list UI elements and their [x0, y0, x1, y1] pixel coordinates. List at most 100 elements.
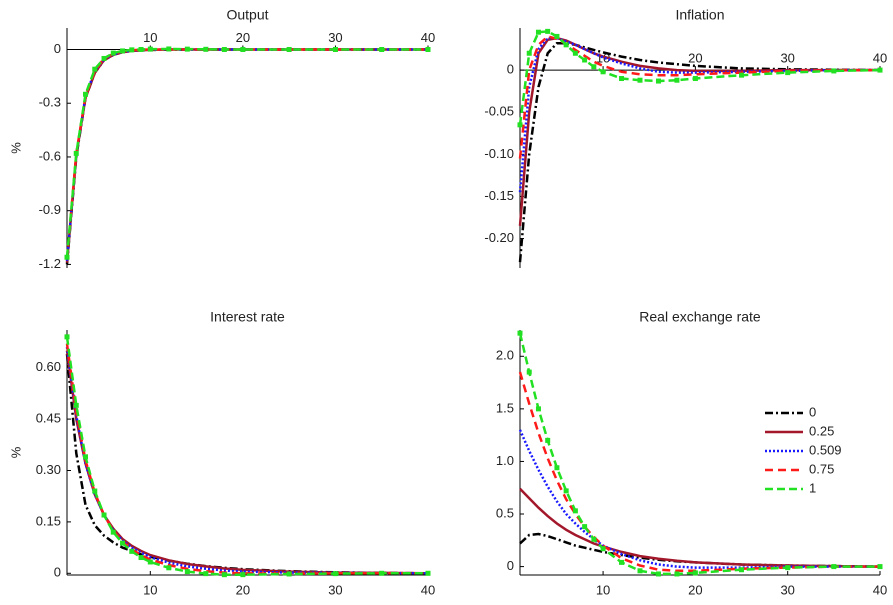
series-marker [425, 570, 431, 576]
series-marker [739, 567, 745, 573]
chart-title: Interest rate [210, 309, 285, 325]
series-line [519, 487, 881, 568]
series-marker [582, 57, 588, 63]
chart-title: Output [226, 7, 268, 23]
series-marker [739, 72, 745, 78]
series-marker [563, 42, 569, 48]
y-tick-label: -0.3 [39, 95, 61, 110]
series-marker [425, 46, 431, 52]
series-marker [83, 91, 89, 97]
x-tick-label: 10 [143, 582, 157, 597]
series-marker [674, 571, 680, 577]
series-line [518, 35, 880, 159]
y-tick-label: 1.0 [496, 453, 514, 468]
series-marker [110, 50, 116, 56]
series-marker [379, 46, 385, 52]
x-tick-label: 20 [236, 30, 250, 45]
series-marker [92, 66, 98, 72]
y-tick-label: 0 [54, 41, 61, 56]
x-tick-label: 30 [328, 582, 342, 597]
y-tick-label: -0.9 [39, 202, 61, 217]
series-marker [129, 47, 135, 53]
series-marker [120, 48, 126, 54]
series-marker [184, 46, 190, 52]
series-marker [877, 564, 883, 570]
series-line [65, 48, 428, 265]
series-marker [831, 564, 837, 570]
series-line [65, 346, 428, 575]
series-marker [674, 77, 680, 83]
y-tick-label: -0.10 [484, 146, 514, 161]
chart-title: Real exchange rate [639, 309, 761, 325]
y-tick-label: 0.5 [496, 505, 514, 520]
x-tick-label: 40 [421, 582, 435, 597]
series-marker [332, 46, 338, 52]
y-axis-label: % [8, 142, 23, 154]
x-tick-label: 20 [236, 582, 250, 597]
x-tick-label: 40 [873, 51, 887, 66]
series-marker [101, 512, 107, 518]
series-marker [240, 572, 246, 578]
series-marker [563, 488, 569, 494]
y-tick-label: 1.5 [496, 400, 514, 415]
y-tick-label: 0.60 [36, 359, 61, 374]
series-marker [203, 46, 209, 52]
y-tick-label: 0 [507, 558, 514, 573]
series-marker [286, 571, 292, 577]
y-tick-label: -0.20 [484, 230, 514, 245]
series-line [65, 48, 428, 260]
series-marker [92, 488, 98, 494]
series-marker [785, 565, 791, 571]
legend-label: 0 [809, 404, 816, 419]
legend-label: 0.509 [809, 442, 842, 457]
series-marker [73, 402, 79, 408]
series-marker [582, 524, 588, 530]
x-tick-label: 30 [328, 30, 342, 45]
series-marker [110, 529, 116, 535]
series-marker [184, 569, 190, 575]
series-marker [64, 334, 70, 340]
series-marker [572, 508, 578, 514]
y-tick-label: 0.30 [36, 462, 61, 477]
y-tick-label: 0.15 [36, 513, 61, 528]
x-tick-label: 20 [688, 51, 702, 66]
series-marker [286, 46, 292, 52]
y-tick-label: 2.0 [496, 348, 514, 363]
series-marker [221, 572, 227, 578]
series-marker [591, 536, 597, 542]
series-marker [138, 555, 144, 561]
x-tick-label: 20 [688, 582, 702, 597]
series-marker [545, 437, 551, 443]
series-marker [332, 571, 338, 577]
y-tick-label: -0.15 [484, 188, 514, 203]
series-line [65, 353, 429, 575]
series-marker [517, 330, 523, 336]
series-marker [600, 546, 606, 552]
x-tick-label: 10 [596, 582, 610, 597]
series-marker [203, 571, 209, 577]
series-marker [83, 454, 89, 460]
series-marker [240, 46, 246, 52]
series-line [518, 41, 881, 263]
series-marker [655, 78, 661, 84]
series-marker [554, 33, 560, 39]
series-marker [138, 46, 144, 52]
series-line [65, 350, 429, 575]
x-tick-label: 10 [143, 30, 157, 45]
series-line [65, 48, 428, 263]
x-tick-label: 40 [421, 30, 435, 45]
y-tick-label: -1.2 [39, 256, 61, 271]
series-marker [535, 29, 541, 35]
series-marker [619, 76, 625, 82]
series-marker [379, 570, 385, 576]
series-marker [692, 76, 698, 82]
legend-label: 0.25 [809, 423, 834, 438]
series-marker [526, 369, 532, 375]
chart-title: Inflation [675, 7, 724, 23]
series-marker [572, 50, 578, 56]
series-marker [877, 67, 883, 73]
series-marker [166, 46, 172, 52]
series-marker [831, 68, 837, 74]
series-marker [147, 559, 153, 565]
